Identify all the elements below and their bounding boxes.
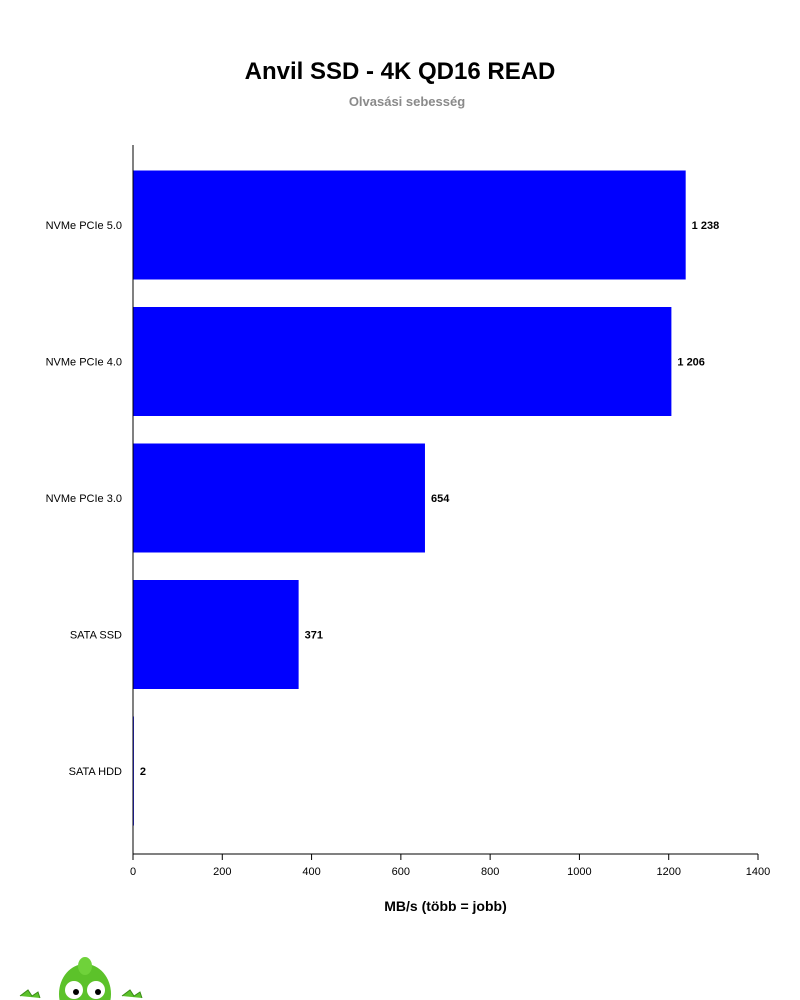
category-label: SATA HDD — [69, 766, 122, 778]
category-label: SATA SSD — [70, 630, 122, 642]
x-tick-label: 1000 — [567, 866, 591, 878]
category-label: NVMe PCIe 5.0 — [46, 220, 122, 232]
x-tick-label: 600 — [392, 866, 410, 878]
bar — [133, 170, 686, 280]
x-tick-label: 400 — [302, 866, 320, 878]
chart-subtitle: Olvasási sebesség — [348, 94, 466, 109]
bar — [133, 443, 425, 553]
x-tick-label: 1400 — [746, 866, 770, 878]
x-tick-label: 800 — [481, 866, 499, 878]
bar — [133, 307, 672, 416]
x-tick-label: 200 — [213, 866, 231, 878]
data-label: 371 — [305, 630, 323, 642]
data-label: 1 238 — [692, 220, 720, 232]
bar — [133, 580, 299, 689]
category-label: NVMe PCIe 3.0 — [46, 493, 122, 505]
mascot-logo — [19, 957, 143, 1000]
x-axis-label: MB/s (több = jobb) — [384, 898, 507, 914]
x-tick-label: 0 — [130, 866, 136, 878]
data-label: 2 — [140, 766, 146, 778]
category-label: NVMe PCIe 4.0 — [46, 357, 122, 369]
data-label: 1 206 — [677, 357, 705, 369]
x-tick-label: 1200 — [656, 866, 680, 878]
chart-title: Anvil SSD - 4K QD16 READ — [244, 58, 556, 85]
data-label: 654 — [431, 493, 450, 505]
